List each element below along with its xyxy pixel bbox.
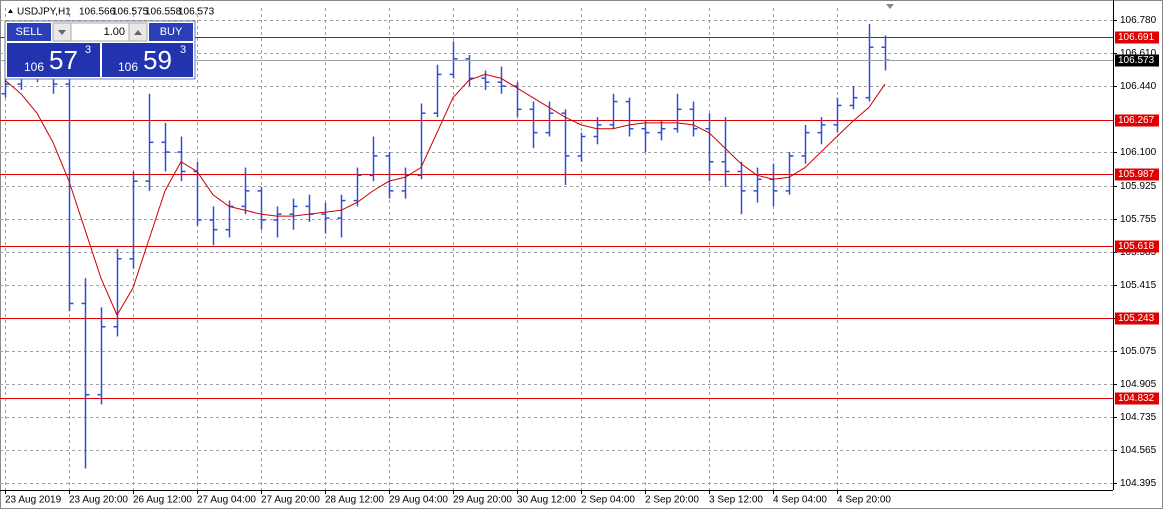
x-tick-label: 27 Aug 20:00 <box>261 495 320 506</box>
x-tick-label: 23 Aug 20:00 <box>69 495 128 506</box>
plot: 106.780 106.610 106.440 106.100 105.925 105.7… <box>0 8 1159 506</box>
x-tick-label: 4 Sep 20:00 <box>837 495 891 506</box>
x-tick-label: 29 Aug 20:00 <box>453 495 512 506</box>
level-label: 106.267 <box>1118 115 1155 126</box>
level-tag <box>1115 31 1159 44</box>
x-tick-label: 26 Aug 12:00 <box>133 495 192 506</box>
x-tick-label: 27 Aug 04:00 <box>197 495 256 506</box>
level-label: 105.243 <box>1118 313 1155 324</box>
header-close: 106.573 <box>178 7 215 18</box>
up-arrow <box>134 30 142 35</box>
last-price-tag <box>1115 54 1159 67</box>
x-tick-label: 2 Sep 20:00 <box>645 495 699 506</box>
header-high: 106.575 <box>112 7 149 18</box>
level-label: 105.987 <box>1118 169 1155 180</box>
moving-average <box>4 73 886 317</box>
y-tick-label: 106.780 <box>1120 15 1157 26</box>
x-tick-label: 23 Aug 2019 <box>5 495 62 506</box>
bid-main: 57 <box>49 45 78 75</box>
x-tick-label: 28 Aug 12:00 <box>325 495 384 506</box>
level-label: 105.618 <box>1118 241 1155 252</box>
sell-label: SELL <box>16 26 43 38</box>
lot-value: 1.00 <box>104 26 125 38</box>
buy-button[interactable] <box>149 23 193 41</box>
y-tick-label: 105.925 <box>1120 181 1157 192</box>
x-tick-label: 4 Sep 04:00 <box>773 495 827 506</box>
y-tick-label: 106.440 <box>1120 81 1157 92</box>
y-tick-label: 105.075 <box>1120 346 1157 357</box>
y-tick-label: 106.610 <box>1120 48 1157 59</box>
ask-sup: 3 <box>180 44 186 56</box>
y-tick-label: 105.585 <box>1120 247 1157 258</box>
y-tick-label: 104.905 <box>1120 379 1157 390</box>
x-tick-label: 29 Aug 04:00 <box>389 495 448 506</box>
sell-button[interactable] <box>7 23 51 41</box>
buy-label: BUY <box>160 26 183 38</box>
y-tick-label: 104.735 <box>1120 412 1157 423</box>
trade-panel: SELL 1.00 BUY 106 57 3 106 59 3 <box>4 20 196 80</box>
level-tag <box>1115 312 1159 325</box>
level-tag <box>1115 240 1159 253</box>
level-label: 104.832 <box>1118 393 1155 404</box>
y-tick-label: 104.395 <box>1120 478 1157 489</box>
shift-marker <box>886 4 894 9</box>
y-tick-label: 105.755 <box>1120 214 1157 225</box>
symbol-arrow <box>8 9 13 13</box>
down-arrow <box>58 30 66 35</box>
y-tick-label: 105.415 <box>1120 280 1157 291</box>
x-tick-label: 2 Sep 04:00 <box>581 495 635 506</box>
level-tag <box>1115 168 1159 181</box>
y-tick-label: 104.565 <box>1120 445 1157 456</box>
level-tag <box>1115 114 1159 127</box>
level-tag <box>1115 392 1159 405</box>
x-tick-label: 3 Sep 12:00 <box>709 495 763 506</box>
y-tick-label: 106.100 <box>1120 147 1157 158</box>
ask-main: 59 <box>143 45 172 75</box>
last-price-label: 106.573 <box>1118 55 1155 66</box>
level-label: 106.691 <box>1118 32 1155 43</box>
x-tick-label: 30 Aug 12:00 <box>517 495 576 506</box>
header-low: 106.558 <box>145 7 182 18</box>
symbol: USDJPY,H1 <box>17 7 71 18</box>
ask-big: 106 <box>118 60 138 74</box>
bid-big: 106 <box>24 60 44 74</box>
bid-box[interactable] <box>7 43 100 77</box>
ask-box[interactable] <box>102 43 193 77</box>
header-open: 106.566 <box>79 7 116 18</box>
bid-sup: 3 <box>85 44 91 56</box>
